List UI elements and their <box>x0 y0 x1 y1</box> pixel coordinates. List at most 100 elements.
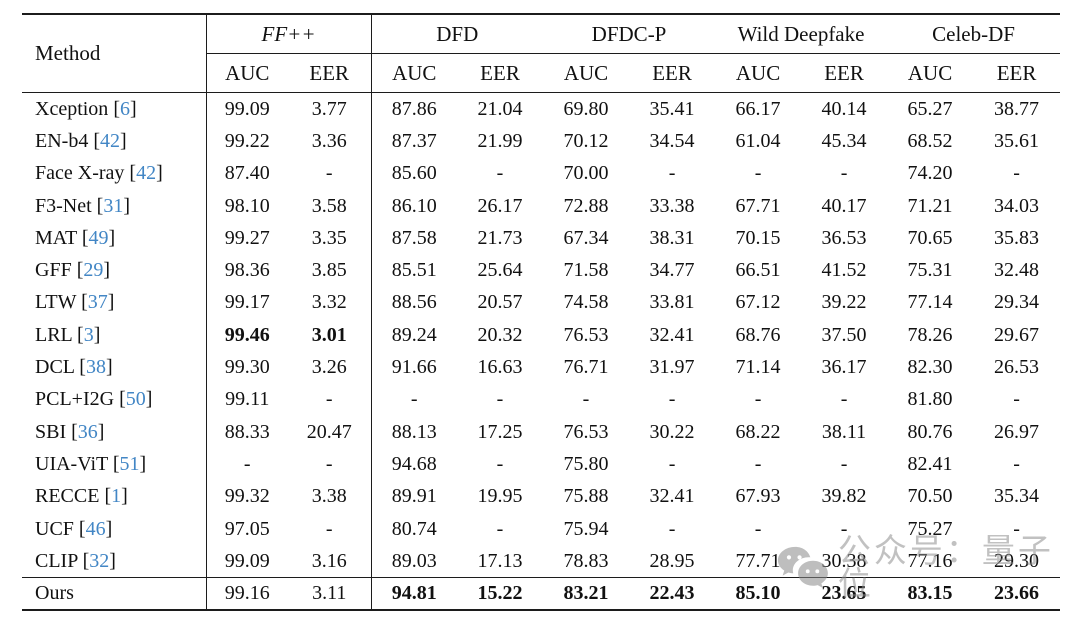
value-cell: 32.48 <box>994 259 1040 282</box>
table-row: F3-Net [31] 98.10 3.58 86.10 26.17 72.88 33.38… <box>22 189 1060 223</box>
value-cell: 20.47 <box>306 420 352 443</box>
table-row: RECCE [1] 99.32 3.38 89.91 19.95 75.88 32.41 67… <box>22 480 1060 513</box>
value-cell: 83.15 <box>887 577 974 611</box>
method-cell: DCL [38] <box>35 356 113 379</box>
method-name: GFF <box>35 259 72 282</box>
citation-link[interactable]: 6 <box>119 97 130 120</box>
value-cell: 70.00 <box>563 162 609 185</box>
value-cell: 37.50 <box>821 323 867 346</box>
value-cell: 68.22 <box>735 420 781 443</box>
value-cell: 61.04 <box>735 129 781 152</box>
value-cell: 65.27 <box>907 97 953 120</box>
method-name: Xception <box>35 97 109 120</box>
citation-link[interactable]: 49 <box>88 226 109 249</box>
value-cell: 23.65 <box>801 577 888 611</box>
method-cell: Xception [6] <box>35 97 137 120</box>
value-cell: - <box>668 517 676 540</box>
value-cell: 76.53 <box>563 323 609 346</box>
value-cell: - <box>582 388 590 411</box>
value-cell: 99.22 <box>205 125 288 158</box>
citation-link[interactable]: 32 <box>89 549 110 572</box>
value-cell: 38.31 <box>649 226 695 249</box>
citation-link[interactable]: 38 <box>85 356 106 379</box>
value-cell: 70.65 <box>907 226 953 249</box>
value-cell: 17.13 <box>477 549 523 572</box>
method-name: LRL <box>35 323 73 346</box>
citation-link[interactable]: 51 <box>119 452 140 475</box>
value-cell: 75.88 <box>563 485 609 508</box>
value-cell: 31.97 <box>649 356 695 379</box>
value-cell: 40.17 <box>821 194 867 217</box>
value-cell: 71.58 <box>563 259 609 282</box>
value-cell: 67.12 <box>735 291 781 314</box>
value-cell: 87.86 <box>370 92 457 126</box>
value-cell: 87.40 <box>205 157 288 190</box>
value-cell: 75.31 <box>907 259 953 282</box>
value-cell: - <box>205 448 288 481</box>
value-cell: 3.58 <box>311 194 347 217</box>
table-row: EN-b4 [42] 99.22 3.36 87.37 21.99 70.12 34.54 6… <box>22 125 1060 158</box>
value-cell: 75.27 <box>907 517 953 540</box>
value-cell: 71.21 <box>907 194 953 217</box>
value-cell: 3.77 <box>311 97 347 120</box>
method-column-header: Method <box>22 14 206 93</box>
method-cell: LRL [3] <box>35 323 101 346</box>
method-cell: UIA-ViT [51] <box>35 452 147 475</box>
value-cell: 86.10 <box>370 189 457 223</box>
citation-link[interactable]: 42 <box>136 162 157 185</box>
value-cell: - <box>325 388 333 411</box>
value-cell: 67.34 <box>563 226 609 249</box>
value-cell: 15.22 <box>457 577 544 611</box>
value-cell: 19.95 <box>477 485 523 508</box>
value-cell: 89.24 <box>370 319 457 352</box>
value-cell: 45.34 <box>821 129 867 152</box>
value-cell: - <box>325 452 333 475</box>
value-cell: 3.38 <box>311 485 347 508</box>
citation-link[interactable]: 46 <box>85 517 106 540</box>
dataset-header-dfd: DFD <box>370 14 544 54</box>
table-row: Ours 99.16 3.11 94.81 15.22 83.21 22.43 85.10 23… <box>22 577 1061 611</box>
value-cell: - <box>754 162 762 185</box>
method-name: UIA-ViT <box>35 452 108 475</box>
citation-link[interactable]: 29 <box>83 259 104 282</box>
value-cell: 26.53 <box>994 356 1040 379</box>
value-cell: - <box>754 388 762 411</box>
value-cell: 3.26 <box>311 356 347 379</box>
value-cell: 72.88 <box>563 194 609 217</box>
dataset-header-wild-deepfake: Wild Deepfake <box>715 14 888 54</box>
citation-link[interactable]: 37 <box>87 291 108 314</box>
citation-link[interactable]: 1 <box>111 485 122 508</box>
value-cell: 16.63 <box>477 356 523 379</box>
citation-link[interactable]: 42 <box>100 129 120 152</box>
value-cell: 28.95 <box>649 549 695 572</box>
value-cell: - <box>840 388 848 411</box>
value-cell: 77.71 <box>735 549 781 572</box>
metric-header-row: AUC EER AUC EER AUC EER AUC EER AUC EER <box>22 53 1061 93</box>
citation-link[interactable]: 31 <box>103 194 124 217</box>
value-cell: 76.71 <box>563 356 609 379</box>
value-cell: 3.36 <box>311 129 347 152</box>
value-cell: 77.16 <box>907 549 953 572</box>
citation-link[interactable]: 36 <box>77 420 98 443</box>
value-cell: 3.01 <box>311 323 347 346</box>
value-cell: 39.22 <box>821 291 867 314</box>
value-cell: - <box>1013 388 1020 411</box>
value-cell: 98.36 <box>205 254 288 287</box>
metric-header-eer: EER <box>801 53 888 93</box>
value-cell: 17.25 <box>477 420 523 443</box>
metric-header-eer: EER <box>457 53 544 93</box>
value-cell: 20.57 <box>477 291 523 314</box>
value-cell: 85.60 <box>370 157 457 190</box>
value-cell: 99.46 <box>205 319 288 352</box>
value-cell: 35.61 <box>994 129 1040 152</box>
table-row: Face X-ray [42] 87.40 - 85.60 - 70.00 - - - 74.20… <box>22 157 1060 190</box>
citation-link[interactable]: 3 <box>83 323 94 346</box>
table-row: Xception [6] 99.09 3.77 87.86 21.04 69.80 35.4… <box>22 92 1060 126</box>
value-cell: 70.15 <box>735 226 781 249</box>
citation-link[interactable]: 50 <box>125 388 146 411</box>
value-cell: 68.52 <box>907 129 953 152</box>
table-row: UIA-ViT [51] - - 94.68 - 75.80 - - - 82.41 - <box>22 448 1060 481</box>
method-name: Face X-ray <box>35 162 125 185</box>
dataset-header-ffpp: FF++ <box>205 14 371 54</box>
